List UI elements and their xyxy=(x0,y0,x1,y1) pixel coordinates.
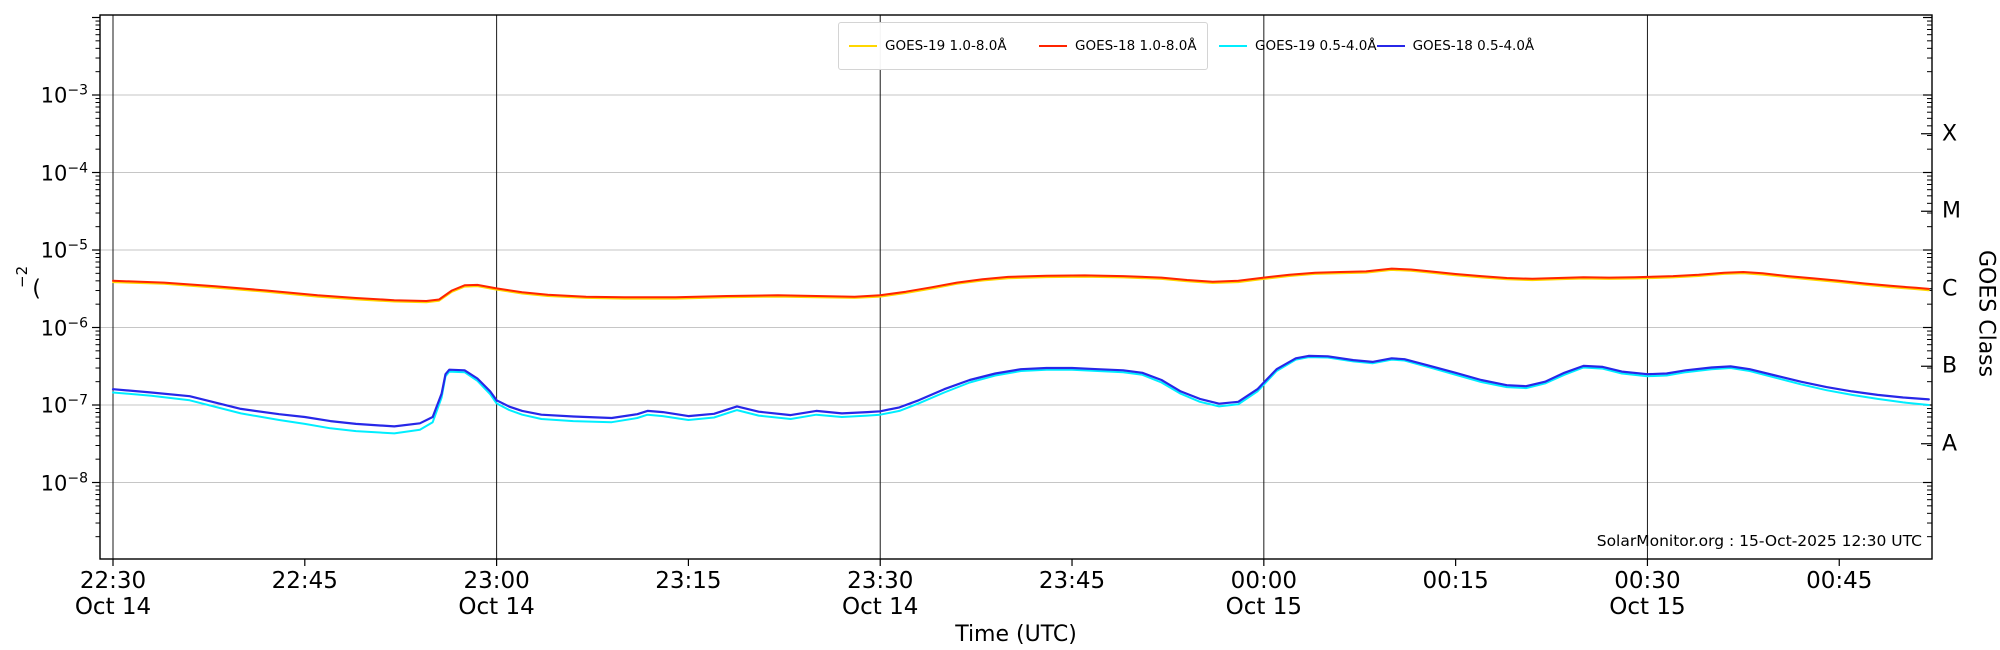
goes-class-label-a: A xyxy=(1942,431,1958,457)
y-tick-label: 10−7 xyxy=(40,392,88,418)
x-tick-label: 22:45 xyxy=(271,568,338,594)
x-tick-label: 00:45 xyxy=(1806,568,1873,594)
legend-label: GOES-19 1.0-8.0Å xyxy=(885,38,1007,54)
goes-class-label-c: C xyxy=(1942,276,1958,302)
x-tick-label: 00:15 xyxy=(1422,568,1489,594)
flux-curve-1 xyxy=(112,269,1930,304)
legend-entry-goes18-short: GOES-18 0.5-4.0Å xyxy=(1376,38,1535,54)
x-tick-label: 23:30 Oct 14 xyxy=(842,568,919,620)
x-tick-label: 00:30 Oct 15 xyxy=(1609,568,1686,620)
x-axis-title: Time (UTC) xyxy=(955,622,1077,647)
flux-curve-4 xyxy=(111,354,1930,428)
legend-label: GOES-19 0.5-4.0Å xyxy=(1255,38,1377,54)
goes-class-label-m: M xyxy=(1942,198,1961,224)
watermark: SolarMonitor.org : 15-Oct-2025 12:30 UTC xyxy=(1596,532,1922,550)
y-tick-label: 10−4 xyxy=(40,160,88,185)
y-tick-label: 10−6 xyxy=(40,315,88,340)
legend-line-swatch-blue xyxy=(1376,45,1405,47)
plot-frame xyxy=(99,14,1933,560)
y-tick-label: 10−3 xyxy=(40,82,88,108)
x-tick-label: 23:45 xyxy=(1038,568,1106,594)
x-tick-label: 22:30 Oct 14 xyxy=(74,568,152,620)
legend: GOES-19 1.0-8.0Å GOES-18 1.0-8.0Å GOES-1… xyxy=(838,22,1534,70)
x-tick-label: 23:00 Oct 14 xyxy=(458,568,535,620)
legend-label: GOES-18 0.5-4.0Å xyxy=(1412,38,1535,54)
legend-entry-goes19-long: GOES-19 1.0-8.0Å xyxy=(849,38,1039,54)
flux-curve-3 xyxy=(112,356,1930,435)
y-tick-label: 10−5 xyxy=(40,237,88,263)
y-tick-label: 10−8 xyxy=(40,470,88,495)
legend-entry-goes19-short: GOES-19 0.5-4.0Å xyxy=(1219,38,1377,54)
flux-curve-2 xyxy=(112,267,1930,302)
legend-label: GOES-18 1.0-8.0Å xyxy=(1075,38,1197,54)
legend-line-swatch-yellow xyxy=(849,45,877,47)
goes-class-label-b: B xyxy=(1942,353,1958,379)
legend-line-swatch-red xyxy=(1039,45,1067,47)
x-tick-label: 23:15 xyxy=(655,568,722,594)
legend-line-swatch-cyan xyxy=(1219,45,1247,47)
goes-class-label-x: X xyxy=(1942,121,1958,147)
legend-entry-goes18-long: GOES-18 1.0-8.0Å xyxy=(1039,38,1219,54)
x-tick-label: 00:00 Oct 15 xyxy=(1225,568,1303,620)
